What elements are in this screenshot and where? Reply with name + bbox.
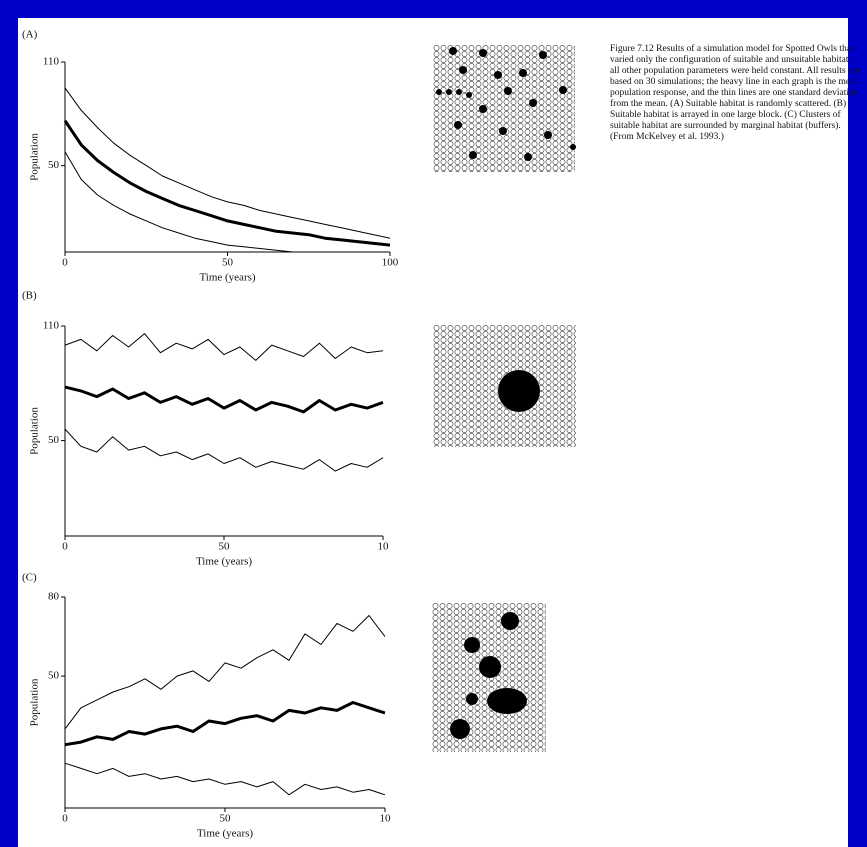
- x-axis-label: Time (years): [197, 828, 253, 840]
- y-tick-label: 110: [43, 320, 60, 332]
- y-tick-label: 110: [43, 56, 60, 68]
- series-line: [64, 87, 391, 239]
- x-tick-label: 10: [380, 813, 392, 825]
- x-tick-label: 10: [378, 541, 390, 553]
- x-tick-label: 50: [219, 541, 231, 553]
- series-line: [64, 151, 390, 253]
- habitat-map-c: [432, 603, 546, 752]
- series-line: [64, 428, 384, 472]
- series-line: [64, 385, 384, 414]
- panel-label: (A): [22, 29, 38, 41]
- figure: (A) 50 110 0 50 100 Time (years) Population (B) 5…: [18, 18, 860, 847]
- y-tick-label: 80: [48, 591, 60, 603]
- y-tick-label: 50: [48, 434, 60, 446]
- x-tick-label: 100: [382, 257, 399, 269]
- panel-label: (C): [22, 572, 37, 584]
- y-tick-label: 50: [48, 159, 60, 171]
- series-line: [64, 701, 386, 747]
- series-line: [64, 615, 386, 730]
- caption: Figure 7.12 Results of a simulation mode…: [610, 44, 860, 142]
- y-axis-label: Population: [29, 407, 41, 455]
- y-tick-label: 50: [48, 670, 60, 682]
- x-axis-label: Time (years): [196, 556, 252, 568]
- y-axis-label: Population: [29, 133, 41, 181]
- panel-label: (B): [22, 290, 37, 302]
- y-axis-label: Population: [29, 678, 41, 726]
- series-line: [64, 333, 384, 361]
- x-tick-label: 50: [222, 257, 234, 269]
- habitat-map-b: [433, 325, 576, 447]
- x-tick-label: 0: [62, 541, 68, 553]
- series-line: [63, 119, 391, 247]
- x-tick-label: 0: [62, 257, 68, 269]
- series-line: [64, 762, 386, 796]
- x-tick-label: 0: [62, 813, 68, 825]
- habitat-map-a: [433, 45, 576, 172]
- x-tick-label: 50: [220, 813, 232, 825]
- x-axis-label: Time (years): [199, 272, 255, 284]
